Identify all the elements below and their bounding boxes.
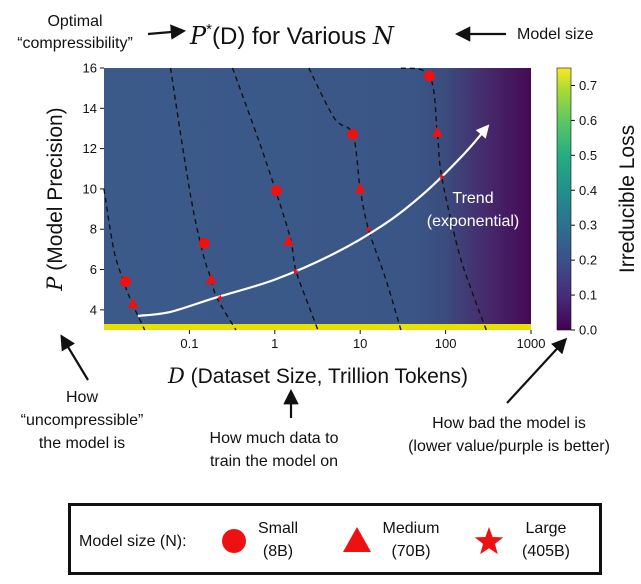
small-model-point-1: [120, 276, 132, 288]
legend-item-small-line1: Small: [258, 520, 298, 537]
chart-title: P*(D) for Various N: [189, 21, 395, 50]
plot-area: Trend (exponential): [103, 67, 531, 331]
colorbar-frame: [556, 67, 572, 331]
uncompressible-annotation-line1: How: [66, 389, 98, 406]
medium-model-point-4: [354, 182, 366, 194]
contour-line-1: [103, 188, 146, 331]
colorbar-tick-label: 0.4: [579, 183, 597, 198]
medium-model-point-5: [431, 126, 443, 137]
data-markers: [120, 70, 445, 309]
colorbar-tick-label: 0.0: [579, 323, 597, 338]
large-model-point-1: [217, 294, 224, 301]
y-tick-label: 6: [90, 262, 97, 277]
triangle-icon: [343, 527, 371, 552]
y-tick-label: 8: [90, 222, 97, 237]
model-size-annotation: Model size: [517, 26, 594, 43]
circle-icon: [222, 529, 246, 553]
optimal-arrow: [147, 24, 187, 40]
data-amount-annotation-line1: How much data to: [210, 430, 339, 447]
y-tick-label: 12: [83, 141, 97, 156]
y-axis-label: P (Model Precision): [43, 107, 67, 291]
uncompressible-arrow: [60, 334, 89, 381]
x-axis-label: D (Dataset Size, Trillion Tokens): [167, 364, 468, 388]
legend-item-large-line2: (405B): [522, 543, 570, 560]
medium-model-point-2: [205, 273, 217, 285]
y-tick-label: 4: [90, 302, 97, 317]
large-model-point-4: [438, 173, 445, 180]
colorbar-tick-label: 0.3: [579, 218, 597, 233]
medium-model-point-1: [127, 297, 139, 309]
legend-content: Model size (N): Small (8B) Medium (70B) …: [79, 520, 570, 560]
legend-title: Model size (N):: [79, 533, 187, 550]
loss-annotation-line1: How bad the model is: [432, 415, 586, 432]
colorbar-tick-label: 0.5: [579, 148, 597, 163]
x-tick-label: 1: [271, 336, 278, 351]
y-axis-ticks: 4 6 8 10 12 14 16: [83, 61, 104, 317]
x-tick-label: 10: [353, 336, 367, 351]
colorbar-gradient: [557, 68, 571, 330]
y-tick-label: 14: [83, 101, 97, 116]
x-tick-label: 1000: [517, 336, 546, 351]
plot-background: [104, 68, 531, 330]
small-model-point-3: [271, 185, 283, 197]
small-model-point-4: [347, 129, 359, 140]
legend-item-large-line1: Large: [526, 520, 567, 537]
loss-annotation-line2: (lower value/purple is better): [408, 438, 610, 455]
small-model-point-2: [198, 237, 210, 249]
small-model-point-5: [424, 70, 436, 82]
y-tick-label: 16: [83, 61, 97, 76]
legend-item-medium-line1: Medium: [383, 520, 440, 537]
data-amount-annotation-line2: train the model on: [210, 453, 338, 470]
legend-item-medium-line2: (70B): [391, 543, 430, 560]
colorbar: 0.0 0.1 0.2 0.3 0.4 0.5 0.6 0.7 Irreducible Los…: [556, 67, 639, 338]
colorbar-tick-label: 0.7: [579, 78, 597, 93]
legend: Model size (N): Small (8B) Medium (70B) …: [68, 503, 602, 575]
x-tick-label: 0.1: [180, 336, 198, 351]
large-model-point-3: [365, 225, 372, 232]
large-model-point-2: [292, 268, 299, 275]
trend-arrow: [137, 124, 490, 317]
x-tick-label: 100: [435, 336, 457, 351]
optimal-annotation-line2: “compressibility”: [17, 35, 133, 52]
legend-item-small-line2: (8B): [263, 543, 293, 560]
trend-label-line1: Trend: [452, 190, 493, 207]
trend-label-line2: (exponential): [427, 213, 520, 230]
optimal-annotation-line1: Optimal: [47, 13, 102, 30]
colorbar-tick-label: 0.6: [579, 113, 597, 128]
uncompressible-annotation-line3: the model is: [39, 435, 125, 452]
colorbar-tick-label: 0.1: [579, 288, 597, 303]
x-axis-ticks: 0.1 1 10 100 1000: [180, 330, 545, 351]
star-icon: [474, 527, 504, 555]
medium-model-point-3: [283, 235, 295, 246]
loss-arrow: [506, 337, 568, 404]
colorbar-tick-label: 0.2: [579, 253, 597, 268]
y-tick-label: 10: [83, 181, 97, 196]
colorbar-label: Irreducible Loss: [616, 125, 639, 273]
colorbar-ticks: 0.0 0.1 0.2 0.3 0.4 0.5 0.6 0.7: [571, 78, 597, 338]
uncompressible-annotation-line2: “uncompressible”: [21, 412, 144, 429]
